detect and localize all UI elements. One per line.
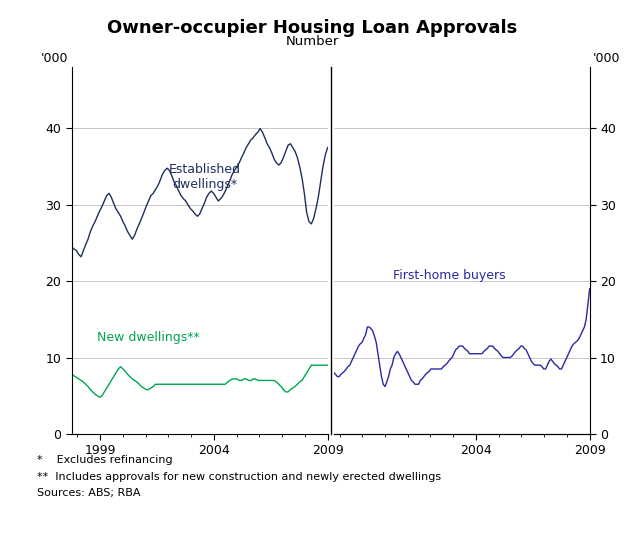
Text: '000: '000 (593, 52, 620, 65)
Text: '000: '000 (41, 52, 69, 65)
Text: New dwellings**: New dwellings** (97, 331, 200, 344)
Text: *    Excludes refinancing: * Excludes refinancing (37, 455, 173, 466)
Text: **  Includes approvals for new construction and newly erected dwellings: ** Includes approvals for new constructi… (37, 472, 442, 482)
Text: Owner-occupier Housing Loan Approvals: Owner-occupier Housing Loan Approvals (107, 19, 517, 37)
Text: Number: Number (285, 35, 339, 48)
Text: Sources: ABS; RBA: Sources: ABS; RBA (37, 488, 141, 498)
Text: Established
dwellings*: Established dwellings* (169, 163, 241, 191)
Text: First-home buyers: First-home buyers (392, 269, 505, 282)
